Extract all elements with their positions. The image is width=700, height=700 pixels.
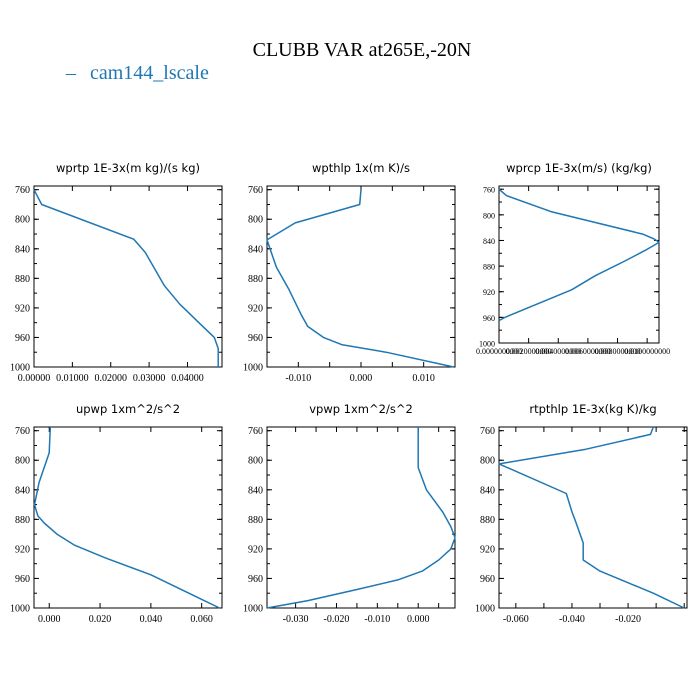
y-tick-label: 1000 <box>243 604 263 615</box>
panel-title: rtpthlp 1E-3x(kg K)/kg <box>529 402 656 416</box>
plot-frame <box>33 426 223 609</box>
series-line <box>498 188 660 322</box>
x-tick-label: 0.010 <box>412 373 435 384</box>
plot-frame <box>33 185 223 368</box>
panel-2: wpthlp 1x(m K)/s 760 800 840 880 920 960 1000 -0… <box>243 161 456 384</box>
y-tick-label: 920 <box>248 303 263 314</box>
panels-container: wprtp 1E-3x(m kg)/(s kg) 760 800 840 880 920 9… <box>10 161 688 625</box>
legend-label: cam144_lscale <box>90 62 209 84</box>
panel-1: wprtp 1E-3x(m kg)/(s kg) 760 800 840 880 920 9… <box>10 161 223 384</box>
y-tick-label: 840 <box>15 485 30 496</box>
y-tick-label: 880 <box>483 263 495 272</box>
y-tick-label: 840 <box>15 244 30 255</box>
panel-5: vpwp 1xm^2/s^2 760 800 840 880 920 960 1000 -0.0… <box>243 402 456 625</box>
y-tick-label: 880 <box>480 515 495 526</box>
y-tick-label: 960 <box>248 574 263 585</box>
x-tick-label: -0.020 <box>615 614 641 625</box>
x-tick-label: 0.0020000000 <box>506 347 552 356</box>
series-line <box>33 426 220 609</box>
x-tick-label: -0.020 <box>324 614 350 625</box>
x-tick-label: 0.000 <box>350 373 373 384</box>
y-tick-label: 1000 <box>479 340 495 349</box>
y-tick-label: 880 <box>15 274 30 285</box>
y-tick-label: 880 <box>248 515 263 526</box>
y-tick-label: 920 <box>480 544 495 555</box>
plot-frame <box>498 185 660 344</box>
y-tick-label: 840 <box>248 485 263 496</box>
y-tick-label: 800 <box>15 215 30 226</box>
x-tick-label: 0.0080000000 <box>595 347 641 356</box>
x-tick-label: 0.040 <box>140 614 163 625</box>
series-line <box>266 427 456 609</box>
y-tick-label: 880 <box>248 274 263 285</box>
panel-title: upwp 1xm^2/s^2 <box>76 402 180 416</box>
x-tick-label: 0.060 <box>190 614 213 625</box>
x-tick-label: 0.03000 <box>133 373 166 384</box>
y-tick-label: 800 <box>248 215 263 226</box>
y-tick-label: 920 <box>248 544 263 555</box>
plot-frame <box>266 185 456 368</box>
x-tick-label: 0.01000 <box>56 373 89 384</box>
plot-frame <box>266 426 456 609</box>
panel-title: wpthlp 1x(m K)/s <box>312 161 410 175</box>
x-tick-label: -0.010 <box>285 373 311 384</box>
y-tick-label: 960 <box>480 574 495 585</box>
series-line <box>266 189 454 368</box>
y-tick-label: 920 <box>15 303 30 314</box>
plot-frame <box>498 426 688 609</box>
x-tick-label: 0.020 <box>89 614 112 625</box>
x-tick-label: -0.010 <box>364 614 390 625</box>
y-tick-label: 1000 <box>10 363 30 374</box>
y-tick-label: 1000 <box>10 604 30 615</box>
y-tick-label: 800 <box>15 456 30 467</box>
panel-title: wprcp 1E-3x(m/s) (kg/kg) <box>506 161 652 175</box>
x-tick-label: 0.04000 <box>171 373 204 384</box>
y-tick-label: 760 <box>248 426 263 437</box>
y-tick-label: 960 <box>15 333 30 344</box>
y-tick-label: 800 <box>483 211 495 220</box>
x-tick-label: 0.0000000000 <box>476 347 522 356</box>
y-tick-label: 760 <box>15 426 30 437</box>
y-tick-label: 760 <box>480 426 495 437</box>
x-tick-label: 0.0060000000 <box>565 347 611 356</box>
y-tick-label: 920 <box>15 544 30 555</box>
y-tick-label: 800 <box>248 456 263 467</box>
y-tick-label: 840 <box>248 244 263 255</box>
y-tick-label: 920 <box>483 288 495 297</box>
y-tick-label: 960 <box>15 574 30 585</box>
y-tick-label: 760 <box>15 185 30 196</box>
y-tick-label: 760 <box>248 185 263 196</box>
x-tick-label: 0.000 <box>38 614 61 625</box>
y-tick-label: 840 <box>480 485 495 496</box>
x-tick-label: -0.030 <box>283 614 309 625</box>
y-tick-label: 1000 <box>243 363 263 374</box>
y-tick-label: 1000 <box>475 604 495 615</box>
y-tick-label: 800 <box>480 456 495 467</box>
panel-4: upwp 1xm^2/s^2 760 800 840 880 920 960 1000 0.00… <box>10 402 223 625</box>
y-tick-label: 880 <box>15 515 30 526</box>
y-tick-label: 760 <box>483 186 495 195</box>
y-tick-label: 960 <box>483 314 495 323</box>
legend-marker: – <box>65 62 77 84</box>
y-tick-label: 960 <box>248 333 263 344</box>
x-tick-label: 0.00000 <box>18 373 51 384</box>
y-tick-label: 840 <box>483 237 495 246</box>
x-tick-label: -0.060 <box>503 614 529 625</box>
x-tick-label: 0.02000 <box>94 373 127 384</box>
series-line <box>33 189 219 367</box>
x-tick-label: -0.040 <box>559 614 585 625</box>
x-tick-label: 0.0100000000 <box>624 347 670 356</box>
panel-title: wprtp 1E-3x(m kg)/(s kg) <box>56 161 200 175</box>
x-tick-label: 0.000 <box>407 614 430 625</box>
series-line <box>498 426 685 609</box>
panel-title: vpwp 1xm^2/s^2 <box>309 402 413 416</box>
figure-title: CLUBB VAR at265E,-20N <box>253 39 472 61</box>
panel-6: rtpthlp 1E-3x(kg K)/kg 760 800 840 880 920 960… <box>475 402 688 625</box>
x-tick-label: 0.0040000000 <box>535 347 581 356</box>
legend: – cam144_lscale <box>65 62 209 84</box>
panel-3: wprcp 1E-3x(m/s) (kg/kg) 760 800 840 880 920 9… <box>476 161 670 356</box>
